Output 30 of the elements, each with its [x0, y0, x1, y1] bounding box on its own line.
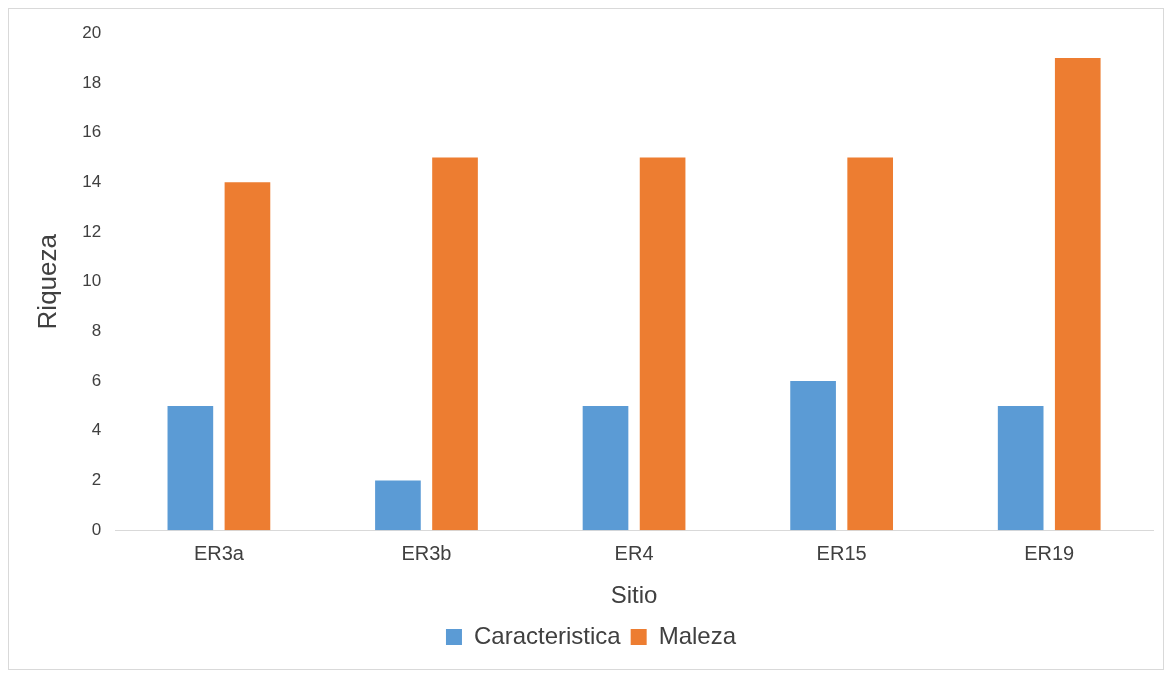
x-axis-title: Sitio — [610, 581, 658, 609]
y-tick-label: 6 — [91, 370, 102, 390]
x-tick-label: ER3b — [401, 541, 452, 564]
legend-label: Caracteristica — [473, 621, 622, 649]
y-tick-label: 14 — [82, 171, 102, 191]
y-tick-label: 18 — [82, 72, 102, 92]
y-tick-label: 16 — [82, 122, 102, 142]
x-tick-label: ER3a — [193, 541, 245, 564]
bar — [847, 157, 894, 531]
x-tick-label: ER4 — [614, 541, 654, 564]
bar — [432, 157, 478, 531]
bar — [224, 182, 271, 531]
bar — [167, 405, 214, 531]
x-tick-label: ER19 — [1024, 541, 1075, 564]
y-tick-label: 12 — [82, 221, 102, 241]
bar — [1054, 58, 1101, 531]
y-tick-label: 2 — [91, 470, 102, 490]
bar — [375, 480, 421, 531]
y-tick-label: 4 — [91, 420, 102, 440]
bar — [790, 381, 836, 531]
bar — [997, 405, 1044, 531]
x-tick-label: ER15 — [816, 541, 867, 564]
y-axis-title: Riqueza — [31, 233, 62, 330]
bar — [582, 405, 629, 531]
legend-label: Maleza — [658, 621, 737, 649]
y-tick-label: 0 — [91, 519, 102, 539]
y-tick-label: 10 — [82, 271, 102, 291]
y-tick-label: 20 — [82, 22, 102, 42]
y-tick-label: 8 — [91, 321, 102, 341]
bar — [639, 157, 686, 531]
